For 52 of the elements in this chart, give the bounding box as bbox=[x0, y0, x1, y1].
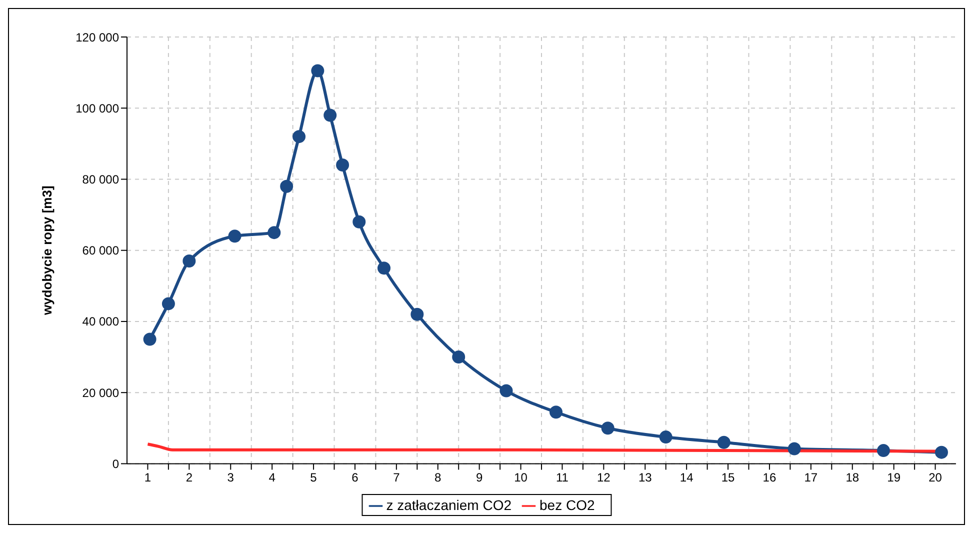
x-tick-label: 5 bbox=[310, 470, 318, 485]
legend-label: bez CO2 bbox=[540, 496, 595, 513]
y-tick-label: 80 000 bbox=[82, 172, 120, 186]
point bbox=[280, 180, 294, 193]
point bbox=[162, 297, 175, 310]
x-tick-label: 11 bbox=[556, 470, 569, 485]
x-tick-label: 13 bbox=[638, 470, 652, 485]
x-tick-label: 7 bbox=[393, 470, 400, 485]
point bbox=[311, 64, 324, 78]
point bbox=[550, 406, 563, 419]
point bbox=[377, 262, 390, 275]
x-tick-label: 15 bbox=[721, 470, 736, 485]
point bbox=[717, 436, 730, 449]
point bbox=[410, 308, 424, 321]
y-tick-label: 0 bbox=[112, 456, 120, 471]
y-tick-label: 40 000 bbox=[82, 314, 120, 329]
y-axis-title: wydobycie ropy [m3] bbox=[40, 186, 55, 316]
point bbox=[228, 230, 242, 243]
point bbox=[659, 430, 672, 444]
x-tick-label: 1 bbox=[144, 470, 152, 485]
point bbox=[500, 384, 513, 398]
y-tick-label: 20 000 bbox=[82, 386, 120, 400]
point bbox=[788, 442, 801, 456]
legend-label: z zatłaczaniem CO2 bbox=[386, 496, 512, 513]
point bbox=[336, 158, 350, 172]
point bbox=[452, 350, 466, 364]
x-tick-label: 18 bbox=[846, 470, 860, 485]
x-tick-label: 2 bbox=[186, 470, 193, 485]
x-tick-label: 16 bbox=[762, 470, 776, 485]
x-tick-label: 4 bbox=[268, 470, 276, 485]
point bbox=[324, 108, 337, 122]
x-tick-label: 14 bbox=[680, 470, 694, 485]
x-tick-label: 10 bbox=[514, 470, 528, 485]
x-tick-label: 17 bbox=[804, 470, 818, 485]
x-tick-label: 6 bbox=[352, 470, 359, 485]
point bbox=[601, 422, 614, 435]
point bbox=[352, 215, 366, 228]
point bbox=[292, 130, 306, 144]
x-tick-label: 3 bbox=[227, 470, 234, 485]
point bbox=[934, 446, 948, 459]
x-tick-label: 12 bbox=[596, 470, 611, 485]
point bbox=[182, 254, 196, 268]
x-tick-label: 9 bbox=[476, 470, 483, 485]
y-tick-label: 60 000 bbox=[82, 244, 120, 258]
y-tick-label: 120 000 bbox=[76, 30, 120, 44]
x-tick-label: 20 bbox=[928, 470, 942, 485]
y-tick-label: 100 000 bbox=[76, 101, 120, 116]
x-tick-label: 8 bbox=[434, 470, 442, 485]
point bbox=[268, 226, 281, 240]
point bbox=[876, 444, 890, 458]
point bbox=[143, 332, 156, 346]
x-tick-label: 19 bbox=[887, 470, 901, 485]
